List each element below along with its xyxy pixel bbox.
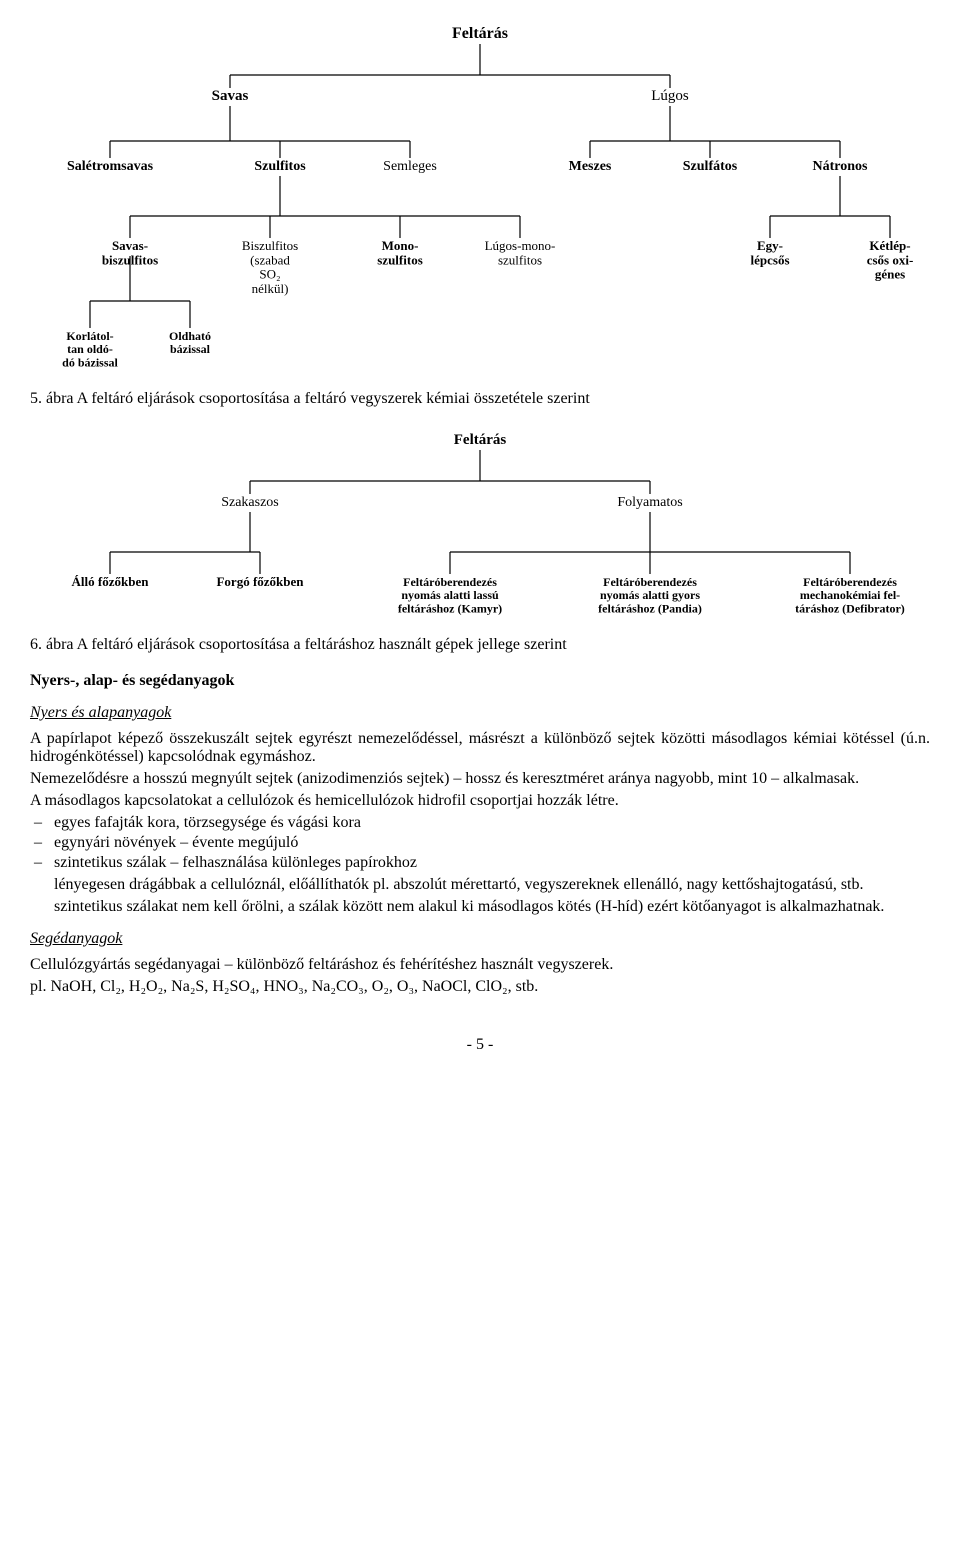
p7-chemicals: NaOH, Cl₂, H₂O₂, Na₂S, H₂SO₄, HNO₃, Na₂C… [50, 978, 538, 995]
tree-node-label: Kétlép- [869, 238, 910, 253]
tree-node-label: Feltárás [454, 432, 507, 448]
tree-node-label: nyomás alatti gyors [600, 588, 700, 602]
diagram-tree-2: Feltárás Szakaszos Folyamatos Álló főzőkben… [30, 426, 930, 626]
tree-node-label: Feltáróberendezés [803, 575, 897, 589]
tree-node-label: Biszulfitos [242, 238, 298, 253]
tree-node-label: nyomás alatti lassú [401, 588, 499, 602]
paragraph-1: A papírlapot képező összekuszált sejtek … [30, 730, 930, 766]
tree-node-label: Egy- [757, 238, 783, 253]
bullet-1: egyes fafajták kora, törzsegysége és vág… [54, 814, 930, 832]
tree-node-label: Forgó főzőkben [216, 574, 304, 589]
tree-node-label: feltáráshoz (Kamyr) [398, 601, 502, 615]
tree-node-label: Meszes [569, 159, 612, 174]
page-number: - 5 - [30, 1036, 930, 1054]
tree-node-label: biszulfitos [102, 252, 158, 267]
tree-node-label: Feltáróberendezés [603, 575, 697, 589]
caption-1: 5. ábra A feltáró eljárások csoportosítá… [30, 390, 930, 408]
paragraph-3: A másodlagos kapcsolatokat a cellulózok … [30, 792, 930, 810]
tree1-svg: Feltárás Savas Lúgos Salétromsavas Szulfitos… [30, 20, 930, 380]
tree-node-label: Folyamatos [617, 495, 682, 510]
paragraph-7: pl. NaOH, Cl₂, H₂O₂, Na₂S, H₂SO₄, HNO₃, … [30, 978, 930, 996]
tree-node-label: Salétromsavas [67, 159, 154, 174]
heading-sub1: Nyers és alapanyagok [30, 704, 930, 722]
tree-node-label: Szulfitos [254, 159, 306, 174]
tree-node-label: (szabad [250, 252, 290, 267]
caption-2: 6. ábra A feltáró eljárások csoportosítá… [30, 636, 930, 654]
tree-node-label: mechanokémiai fel- [800, 588, 900, 602]
tree-node-label: Lúgos-mono- [485, 238, 556, 253]
tree-node-label: tan oldó- [67, 342, 113, 356]
tree-node-label: Savas [212, 88, 249, 104]
tree-node-label: Álló főzőkben [72, 574, 150, 589]
tree-node-label: Lúgos [651, 88, 689, 104]
tree-node-label: Korlátol- [66, 329, 113, 343]
tree-node-label: lépcsős [751, 252, 790, 267]
tree-node-label: Feltáróberendezés [403, 575, 497, 589]
heading-main: Nyers-, alap- és segédanyagok [30, 672, 930, 690]
tree-node-label: táráshoz (Defibrator) [795, 601, 905, 615]
paragraph-6: Cellulózgyártás segédanyagai – különböző… [30, 956, 930, 974]
tree-node-label: bázissal [170, 342, 211, 356]
tree-node-label: dó bázissal [62, 355, 118, 369]
tree-node-label: Semleges [383, 159, 437, 174]
paragraph-4: lényegesen drágábbak a cellulóznál, előá… [54, 876, 930, 894]
heading-sub2: Segédanyagok [30, 930, 930, 948]
tree-node-label: szulfitos [498, 252, 542, 267]
paragraph-2: Nemezelődésre a hosszú megnyúlt sejtek (… [30, 770, 930, 788]
paragraph-5: szintetikus szálakat nem kell őrölni, a … [54, 898, 930, 916]
tree2-svg: Feltárás Szakaszos Folyamatos Álló főzőkben… [30, 426, 930, 626]
tree-node-label: csős oxi- [867, 252, 914, 267]
bullet-list: egyes fafajták kora, törzsegysége és vág… [30, 814, 930, 872]
bullet-2: egynyári növények – évente megújuló [54, 834, 930, 852]
tree-node-label: nélkül) [252, 281, 289, 296]
tree-node-label: szulfitos [377, 252, 423, 267]
tree-node-label: Savas- [112, 238, 148, 253]
tree-node-label: génes [875, 267, 905, 282]
tree-node-label: SO₂ [259, 267, 280, 282]
tree-node-label: Mono- [382, 238, 419, 253]
tree-node-label: Feltárás [452, 25, 508, 42]
diagram-tree-1: Feltárás Savas Lúgos Salétromsavas Szulfitos… [30, 20, 930, 380]
tree-node-label: Szulfátos [683, 159, 738, 174]
tree-node-label: Szakaszos [221, 495, 279, 510]
p7-prefix: pl. [30, 978, 50, 995]
tree-node-label: Nátronos [813, 159, 869, 174]
tree-node-label: feltáráshoz (Pandia) [598, 601, 702, 615]
bullet-3: szintetikus szálak – felhasználása külön… [54, 854, 930, 872]
tree-node-label: Oldható [169, 329, 211, 343]
